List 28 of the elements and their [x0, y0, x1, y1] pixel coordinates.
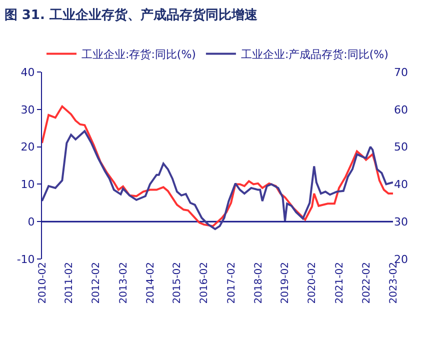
x-tick-label: 2011-02 — [64, 262, 76, 304]
legend-label: 工业企业:存货:同比(%) — [82, 48, 196, 62]
y2-tick-label: 60 — [394, 103, 408, 116]
y-tick-label: 20 — [20, 140, 35, 154]
chart-title: 图 31. 工业企业存货、产成品存货同比增速 — [4, 7, 258, 24]
x-tick-label: 2019-02 — [280, 262, 292, 304]
y2-tick-label: 30 — [394, 215, 408, 228]
y-tick-label: 40 — [20, 66, 35, 79]
x-tick-label: 2014-02 — [145, 262, 156, 304]
legend-label: 工业企业:产成品存货:同比(%) — [240, 48, 388, 62]
y2-tick-label: 40 — [394, 178, 408, 192]
x-tick-label: 2013-02 — [118, 262, 130, 304]
x-tick-label: 2010-02 — [37, 262, 48, 304]
y-tick-label: 30 — [20, 103, 35, 116]
x-tick-label: 2022-02 — [361, 262, 372, 304]
y-tick-label: 10 — [20, 178, 35, 192]
y-tick-label: 0 — [28, 215, 35, 228]
x-tick-label: 2012-02 — [91, 262, 102, 304]
x-tick-label: 2015-02 — [172, 262, 184, 304]
x-tick-label: 2023-02 — [388, 262, 400, 304]
x-tick-label: 2016-02 — [199, 262, 210, 304]
x-tick-label: 2018-02 — [253, 262, 264, 304]
y2-tick-label: 70 — [394, 66, 408, 79]
x-tick-label: 2021-02 — [334, 262, 346, 304]
x-tick-label: 2020-02 — [307, 262, 318, 304]
y2-tick-label: 50 — [394, 140, 408, 154]
y-tick-label: -10 — [16, 252, 35, 266]
x-tick-label: 2017-02 — [226, 262, 238, 304]
